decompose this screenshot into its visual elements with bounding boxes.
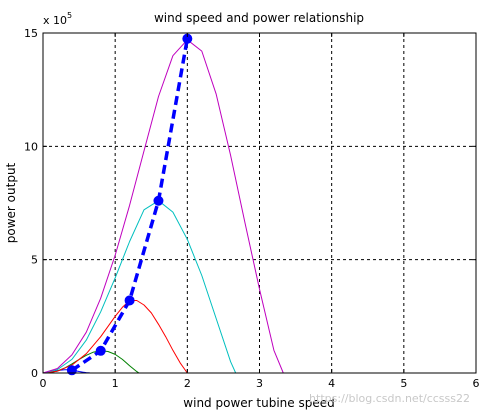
x-tick-label: 5 xyxy=(400,377,407,390)
chart-title: wind speed and power relationship xyxy=(154,11,364,25)
y-axis-label: power output xyxy=(4,162,18,243)
series-line-4 xyxy=(42,39,284,374)
x-tick-label: 6 xyxy=(473,377,480,390)
y-exponent-prefix: x 10 xyxy=(43,14,67,27)
y-tick-label: 15 xyxy=(24,27,38,40)
x-tick-label: 4 xyxy=(328,377,335,390)
x-ticks: 0 1 2 3 4 5 6 xyxy=(40,33,480,390)
data-point-marker xyxy=(153,195,164,206)
y-tick-label: 10 xyxy=(24,140,38,153)
x-axis-label: wind power tubine speed xyxy=(183,396,334,410)
y-exponent-label: x 105 xyxy=(43,11,72,27)
x-tick-label: 0 xyxy=(40,377,47,390)
grid xyxy=(43,33,476,373)
watermark: https://blog.csdn.net/ccsss22 xyxy=(309,392,470,405)
data-point-marker xyxy=(124,295,135,306)
x-tick-label: 2 xyxy=(184,377,191,390)
y-tick-label: 0 xyxy=(31,367,38,380)
x-tick-label: 1 xyxy=(112,377,119,390)
y-tick-label: 5 xyxy=(31,254,38,267)
y-exponent-power: 5 xyxy=(67,11,72,20)
data-point-marker xyxy=(95,345,106,356)
y-ticks: 0 5 10 15 xyxy=(24,27,476,380)
series-line-3 xyxy=(42,200,237,374)
x-tick-label: 3 xyxy=(256,377,263,390)
